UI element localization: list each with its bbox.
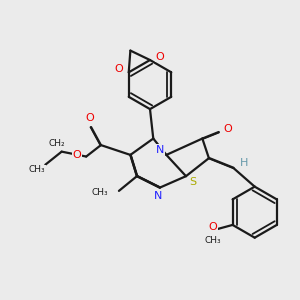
Text: O: O — [155, 52, 164, 62]
Text: CH₃: CH₃ — [205, 236, 221, 245]
Text: N: N — [154, 191, 162, 201]
Text: S: S — [190, 177, 197, 187]
Text: CH₂: CH₂ — [48, 139, 65, 148]
Text: N: N — [156, 145, 165, 155]
Text: O: O — [224, 124, 232, 134]
Text: H: H — [240, 158, 248, 168]
Text: O: O — [208, 222, 217, 232]
Text: O: O — [85, 113, 94, 123]
Text: CH₃: CH₃ — [29, 165, 45, 174]
Text: O: O — [115, 64, 123, 74]
Text: CH₃: CH₃ — [92, 188, 109, 197]
Text: O: O — [73, 150, 81, 160]
